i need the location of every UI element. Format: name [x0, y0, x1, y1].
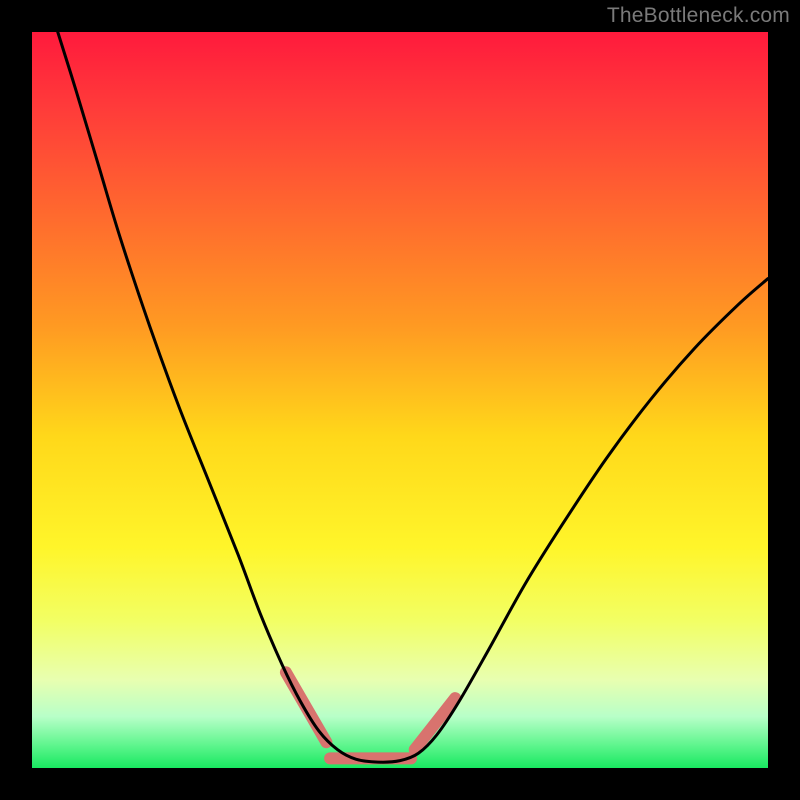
curve-layer: [32, 32, 768, 768]
chart-frame: TheBottleneck.com: [0, 0, 800, 800]
chart-background: [32, 32, 768, 768]
bottleneck-curve: [58, 32, 768, 762]
watermark-text: TheBottleneck.com: [607, 4, 790, 28]
highlight-segment: [415, 698, 455, 750]
